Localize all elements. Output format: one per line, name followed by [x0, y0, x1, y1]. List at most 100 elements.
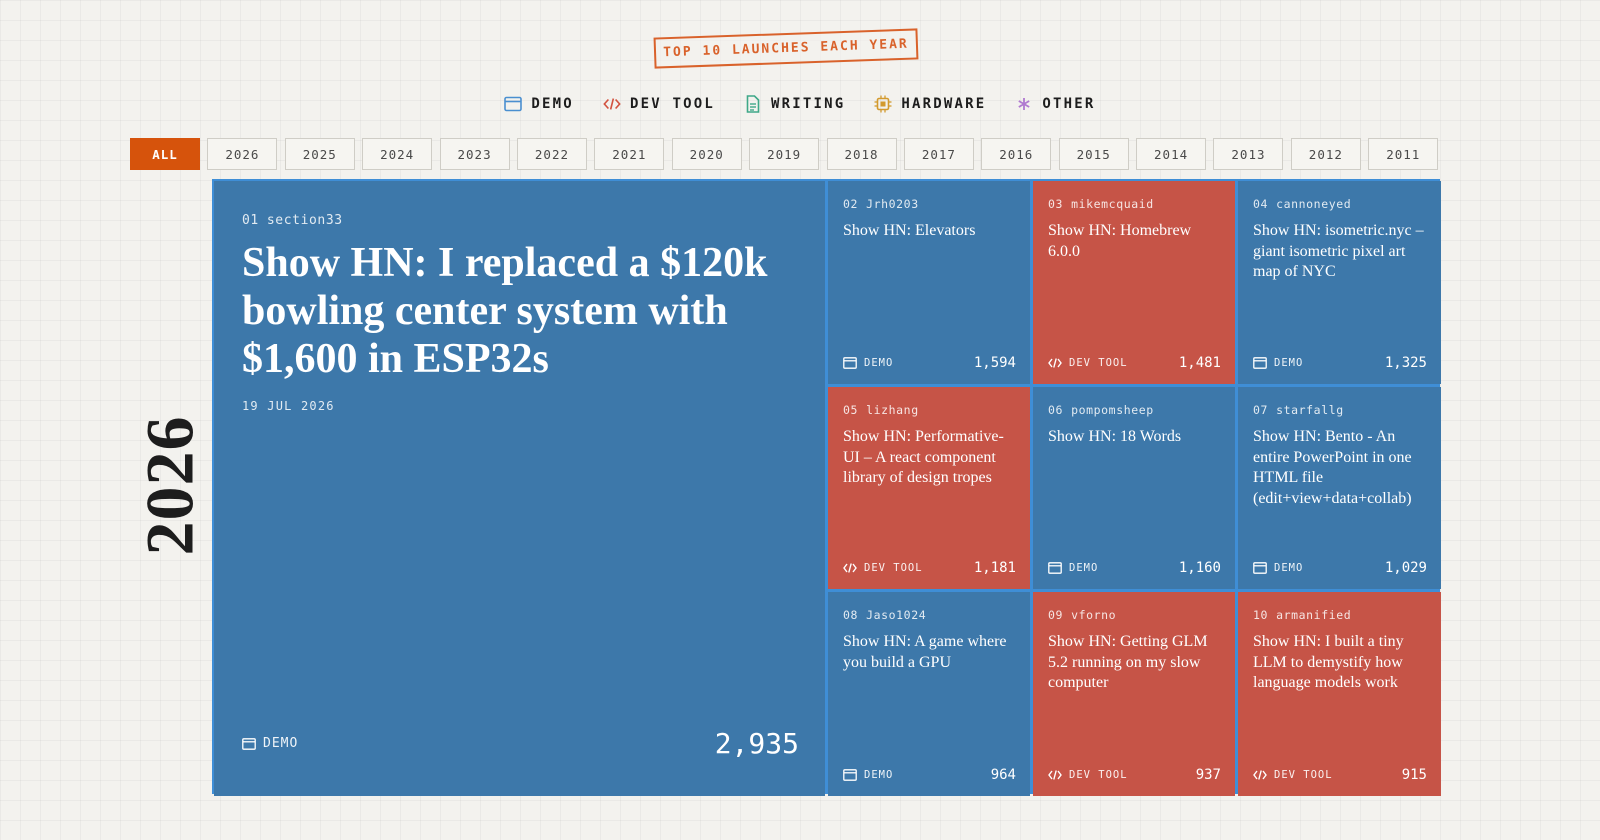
year-filter-2023[interactable]: 2023 [439, 138, 510, 170]
tile-footer: DEV TOOL 937 [1048, 767, 1221, 783]
tile-user: lizhang [866, 403, 919, 417]
tile-meta: 08 Jaso1024 [843, 608, 926, 622]
tile-points: 1,181 [973, 560, 1016, 576]
year-filter-2015[interactable]: 2015 [1058, 138, 1129, 170]
legend-item-hardware[interactable]: HARDWARE [874, 95, 986, 113]
year-filter-2019[interactable]: 2019 [749, 138, 820, 170]
tile-rank: 10 [1253, 608, 1269, 622]
browser-window-icon [504, 95, 523, 113]
year-filter-2012[interactable]: 2012 [1290, 138, 1361, 170]
tile-category-label: DEMO [1274, 562, 1304, 574]
year-filter-all[interactable]: ALL [130, 138, 200, 170]
tile-category-label: DEMO [263, 736, 299, 751]
year-filter-2016[interactable]: 2016 [981, 138, 1052, 170]
year-filter-2025[interactable]: 2025 [284, 138, 355, 170]
tile-meta: 05 lizhang [843, 403, 919, 417]
year-filter-2024[interactable]: 2024 [362, 138, 433, 170]
tile-footer: DEV TOOL 1,481 [1048, 355, 1221, 371]
tile-rank: 04 [1253, 197, 1269, 211]
year-filter-2011[interactable]: 2011 [1368, 138, 1439, 170]
year-filter-2013[interactable]: 2013 [1213, 138, 1284, 170]
tile-category-label: DEMO [1069, 562, 1099, 574]
year-filter-2018[interactable]: 2018 [826, 138, 897, 170]
year-filter-2017[interactable]: 2017 [903, 138, 974, 170]
tile-category: DEV TOOL [843, 561, 923, 575]
tile-meta: 04 cannoneyed [1253, 197, 1351, 211]
tile-title: Show HN: Bento - An entire PowerPoint in… [1253, 428, 1412, 507]
tile-title: Show HN: A game where you build a GPU [843, 633, 1007, 671]
tile-category: DEMO [1253, 561, 1303, 575]
tile-title: Show HN: 18 Words [1048, 428, 1182, 445]
tile-title: Show HN: Performative-UI – A react compo… [843, 428, 1004, 486]
tile-points: 937 [1195, 767, 1221, 783]
tile-title: Show HN: I replaced a $120k bowling cent… [242, 240, 768, 382]
launch-tile-6[interactable]: 06 pompomsheep Show HN: 18 Words DEMO 1,1… [1033, 387, 1235, 589]
chip-icon [874, 95, 892, 113]
asterisk-icon [1015, 95, 1033, 113]
tile-title: Show HN: Getting GLM 5.2 running on my s… [1048, 633, 1208, 691]
tile-category: DEMO [1253, 356, 1303, 370]
launch-tile-10[interactable]: 10 armanified Show HN: I built a tiny LLM… [1238, 592, 1441, 796]
launch-tile-3[interactable]: 03 mikemcquaid Show HN: Homebrew 6.0.0 DE… [1033, 181, 1235, 384]
tile-category: DEV TOOL [1048, 768, 1128, 782]
tile-rank: 05 [843, 403, 859, 417]
tile-points: 964 [990, 767, 1016, 783]
tile-rank: 02 [843, 197, 859, 211]
tile-footer: DEV TOOL 1,181 [843, 560, 1016, 576]
tile-rank: 09 [1048, 608, 1064, 622]
tile-footer: DEMO 2,935 [242, 727, 799, 760]
launch-tile-9[interactable]: 09 vforno Show HN: Getting GLM 5.2 runnin… [1033, 592, 1235, 796]
launch-tile-1[interactable]: 01 section33 Show HN: I replaced a $120k … [214, 181, 825, 796]
legend-item-other[interactable]: OTHER [1015, 95, 1095, 113]
year-filter-bar: ALL 2026 2025 2024 2023 2022 2021 2020 2… [130, 138, 1439, 170]
year-filter-2021[interactable]: 2021 [594, 138, 665, 170]
year-filter-2020[interactable]: 2020 [671, 138, 742, 170]
browser-window-icon [1048, 561, 1062, 575]
tile-category: DEMO [843, 356, 893, 370]
tile-rank: 06 [1048, 403, 1064, 417]
launch-tile-2[interactable]: 02 Jrh0203 Show HN: Elevators DEMO 1,594 [828, 181, 1030, 384]
tile-points: 1,325 [1384, 355, 1427, 371]
tile-category-label: DEV TOOL [864, 562, 923, 574]
tile-user: mikemcquaid [1071, 197, 1154, 211]
launch-tile-7[interactable]: 07 starfallg Show HN: Bento - An entire P… [1238, 387, 1441, 589]
tile-meta: 03 mikemcquaid [1048, 197, 1154, 211]
tile-category: DEMO [1048, 561, 1098, 575]
tile-category-label: DEMO [864, 357, 894, 369]
category-legend: DEMO DEV TOOL WRITING HARDWARE OTHER [0, 93, 1600, 115]
tile-category-label: DEMO [864, 769, 894, 781]
tile-rank: 07 [1253, 403, 1269, 417]
year-filter-2026[interactable]: 2026 [207, 138, 278, 170]
tile-meta: 01 section33 [242, 213, 343, 228]
tile-date: 19 JUL 2026 [242, 399, 335, 413]
tile-points: 2,935 [714, 727, 799, 760]
tile-user: pompomsheep [1071, 403, 1154, 417]
code-brackets-icon [1048, 768, 1062, 782]
launch-tile-5[interactable]: 05 lizhang Show HN: Performative-UI – A r… [828, 387, 1030, 589]
legend-item-demo[interactable]: DEMO [504, 95, 574, 113]
browser-window-icon [1253, 561, 1267, 575]
tile-meta: 06 pompomsheep [1048, 403, 1154, 417]
tile-category: DEMO [843, 768, 893, 782]
legend-item-writing[interactable]: WRITING [744, 95, 845, 113]
tile-rank: 01 [242, 213, 259, 228]
tile-user: vforno [1071, 608, 1117, 622]
legend-label: OTHER [1042, 96, 1096, 112]
browser-window-icon [843, 768, 857, 782]
tile-title: Show HN: I built a tiny LLM to demystify… [1253, 633, 1404, 691]
launch-tile-8[interactable]: 08 Jaso1024 Show HN: A game where you bui… [828, 592, 1030, 796]
year-filter-2022[interactable]: 2022 [516, 138, 587, 170]
tile-user: section33 [266, 213, 343, 228]
tile-points: 1,594 [973, 355, 1016, 371]
tile-category: DEV TOOL [1048, 356, 1128, 370]
tile-user: cannoneyed [1276, 197, 1352, 211]
legend-item-dev-tool[interactable]: DEV TOOL [603, 95, 715, 113]
tile-points: 915 [1401, 767, 1427, 783]
tile-user: Jaso1024 [866, 608, 927, 622]
launch-tile-4[interactable]: 04 cannoneyed Show HN: isometric.nyc – gi… [1238, 181, 1441, 384]
tile-meta: 07 starfallg [1253, 403, 1344, 417]
browser-window-icon [843, 356, 857, 370]
tile-category-label: DEMO [1274, 357, 1304, 369]
year-filter-2014[interactable]: 2014 [1136, 138, 1207, 170]
year-heading-text: 2026 [131, 415, 208, 555]
